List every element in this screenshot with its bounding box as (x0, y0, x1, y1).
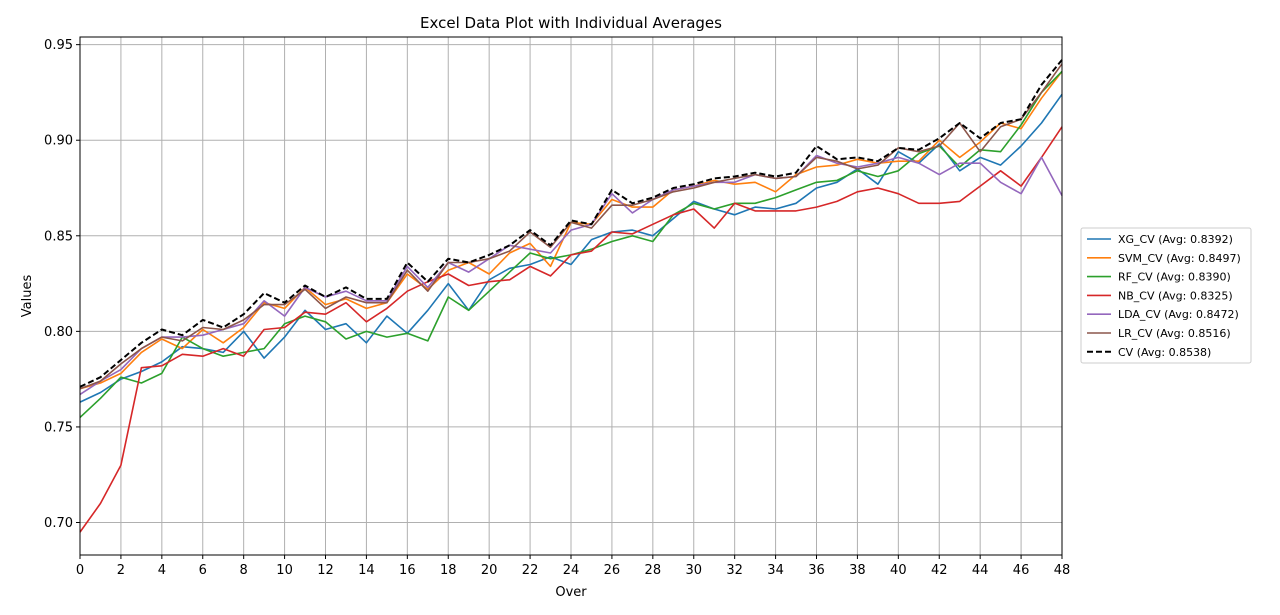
x-tick-label: 14 (358, 563, 375, 578)
x-tick-label: 12 (317, 563, 334, 578)
x-tick-label: 40 (890, 563, 907, 578)
x-tick-label: 32 (726, 563, 743, 578)
y-tick-label: 0.75 (44, 420, 73, 435)
x-tick-label: 8 (240, 563, 248, 578)
legend-box (1080, 227, 1252, 364)
y-tick-label: 0.70 (44, 516, 73, 531)
x-tick-label: 16 (399, 563, 416, 578)
legend-label-lr-cv: LR_CV (Avg: 0.8516) (1118, 327, 1231, 340)
legend: XG_CV (Avg: 0.8392) SVM_CV (Avg: 0.8497) R… (1080, 227, 1252, 364)
grid-lines (79, 37, 1063, 555)
x-tick-label: 36 (808, 563, 825, 578)
x-tick-label: 46 (1013, 563, 1030, 578)
x-tick-label: 26 (604, 563, 621, 578)
x-tick-label: 48 (1054, 563, 1071, 578)
series-line-cv (79, 59, 1063, 388)
series-line-lr-cv (79, 63, 1063, 390)
legend-label-xg-cv: XG_CV (Avg: 0.8392) (1118, 233, 1233, 246)
x-tick-label: 18 (440, 563, 457, 578)
x-tick-label: 6 (199, 563, 207, 578)
legend-label-lda-cv: LDA_CV (Avg: 0.8472) (1118, 308, 1239, 321)
legend-label-nb-cv: NB_CV (Avg: 0.8325) (1118, 289, 1233, 302)
x-axis-ticks: 0 2 4 6 8 10 12 14 16 18 20 22 24 26 28 30 32 34 36 38 40 42 4… (76, 555, 1070, 578)
y-tick-label: 0.85 (44, 229, 73, 244)
x-tick-label: 30 (685, 563, 702, 578)
x-axis-label: Over (555, 585, 587, 600)
legend-label-cv: CV (Avg: 0.8538) (1118, 346, 1211, 359)
x-tick-label: 10 (276, 563, 293, 578)
chart-title: Excel Data Plot with Individual Averages (420, 14, 722, 32)
x-tick-label: 28 (645, 563, 662, 578)
x-tick-label: 0 (76, 563, 84, 578)
y-tick-label: 0.90 (44, 134, 73, 149)
x-tick-label: 2 (117, 563, 125, 578)
legend-label-svm-cv: SVM_CV (Avg: 0.8497) (1118, 252, 1241, 265)
x-tick-label: 42 (931, 563, 948, 578)
x-tick-label: 34 (767, 563, 784, 578)
y-axis-ticks: 0.70 0.75 0.80 0.85 0.90 0.95 (44, 38, 80, 531)
series-line-nb-cv (79, 126, 1063, 533)
y-tick-label: 0.80 (44, 325, 73, 340)
y-tick-label: 0.95 (44, 38, 73, 53)
legend-label-rf-cv: RF_CV (Avg: 0.8390) (1118, 271, 1231, 284)
series-line-xg-cv (79, 93, 1063, 403)
x-tick-label: 38 (849, 563, 866, 578)
y-axis-label: Values (20, 275, 35, 318)
series-line-lda-cv (79, 154, 1063, 396)
x-tick-label: 44 (972, 563, 989, 578)
x-tick-label: 20 (481, 563, 498, 578)
x-tick-label: 24 (563, 563, 580, 578)
series-lines (79, 59, 1063, 533)
x-tick-label: 4 (158, 563, 166, 578)
x-tick-label: 22 (522, 563, 539, 578)
